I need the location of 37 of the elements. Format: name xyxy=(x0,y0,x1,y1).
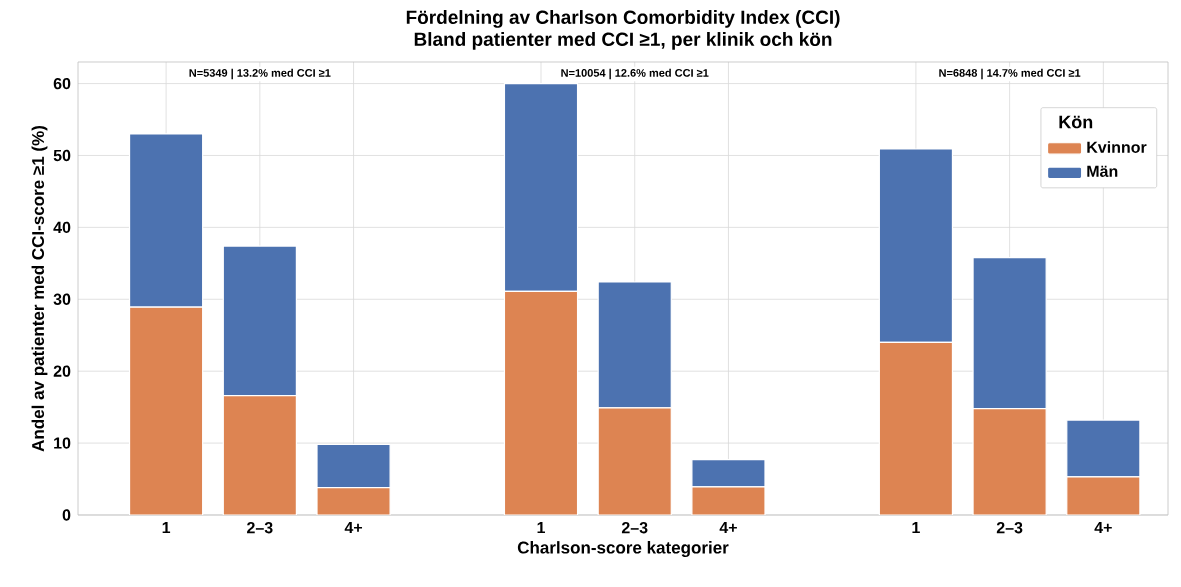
x-tick-label: 2–3 xyxy=(996,522,1023,534)
x-tick-label: 1 xyxy=(537,522,545,534)
bar xyxy=(1066,476,1141,515)
legend-title: Kön xyxy=(1059,115,1093,129)
y-tick-label: 0 xyxy=(62,509,71,521)
chart-title: Fördelning av Charlson Comorbidity Index (CCI) xyxy=(406,10,840,28)
bar xyxy=(973,408,1047,515)
chart-subtitle: Bland patienter med CCI ≥1, per klinik och kön xyxy=(414,32,832,50)
legend-label: Män xyxy=(1087,165,1118,177)
x-tick-label: 2–3 xyxy=(247,522,273,534)
x-tick-label: 4+ xyxy=(1094,522,1112,534)
bar xyxy=(316,443,391,489)
x-tick-label: 4+ xyxy=(344,522,363,534)
y-axis-title: Andel av patienter med CCI-score ≥1 (%) xyxy=(31,126,48,452)
x-tick-label: 1 xyxy=(912,522,920,534)
bar xyxy=(503,290,579,515)
bar xyxy=(691,486,766,515)
y-tick-label: 60 xyxy=(53,77,71,90)
annotation: N=5349 | 13.2% med CCI ≥1 xyxy=(189,68,331,80)
bar xyxy=(879,342,953,515)
y-tick-label: 30 xyxy=(53,293,71,305)
y-tick-label: 10 xyxy=(54,437,71,449)
bar xyxy=(222,395,297,515)
y-tick-label: 20 xyxy=(53,365,71,377)
x-axis-title: Charlson-score kategorier xyxy=(517,541,729,558)
y-tick-label: 50 xyxy=(53,149,71,162)
x-tick-label: 4+ xyxy=(719,522,737,534)
bar xyxy=(128,306,204,515)
annotation: N=10054 | 12.6% med CCI ≥1 xyxy=(561,68,709,80)
bar xyxy=(316,487,391,515)
x-tick-label: 1 xyxy=(162,522,171,534)
legend-label: Kvinnor xyxy=(1087,141,1147,153)
bar xyxy=(691,459,766,488)
y-tick-label: 40 xyxy=(53,221,71,234)
bar xyxy=(597,407,672,515)
annotation: N=6848 | 14.7% med CCI ≥1 xyxy=(939,68,1081,80)
x-tick-label: 2–3 xyxy=(621,522,648,534)
